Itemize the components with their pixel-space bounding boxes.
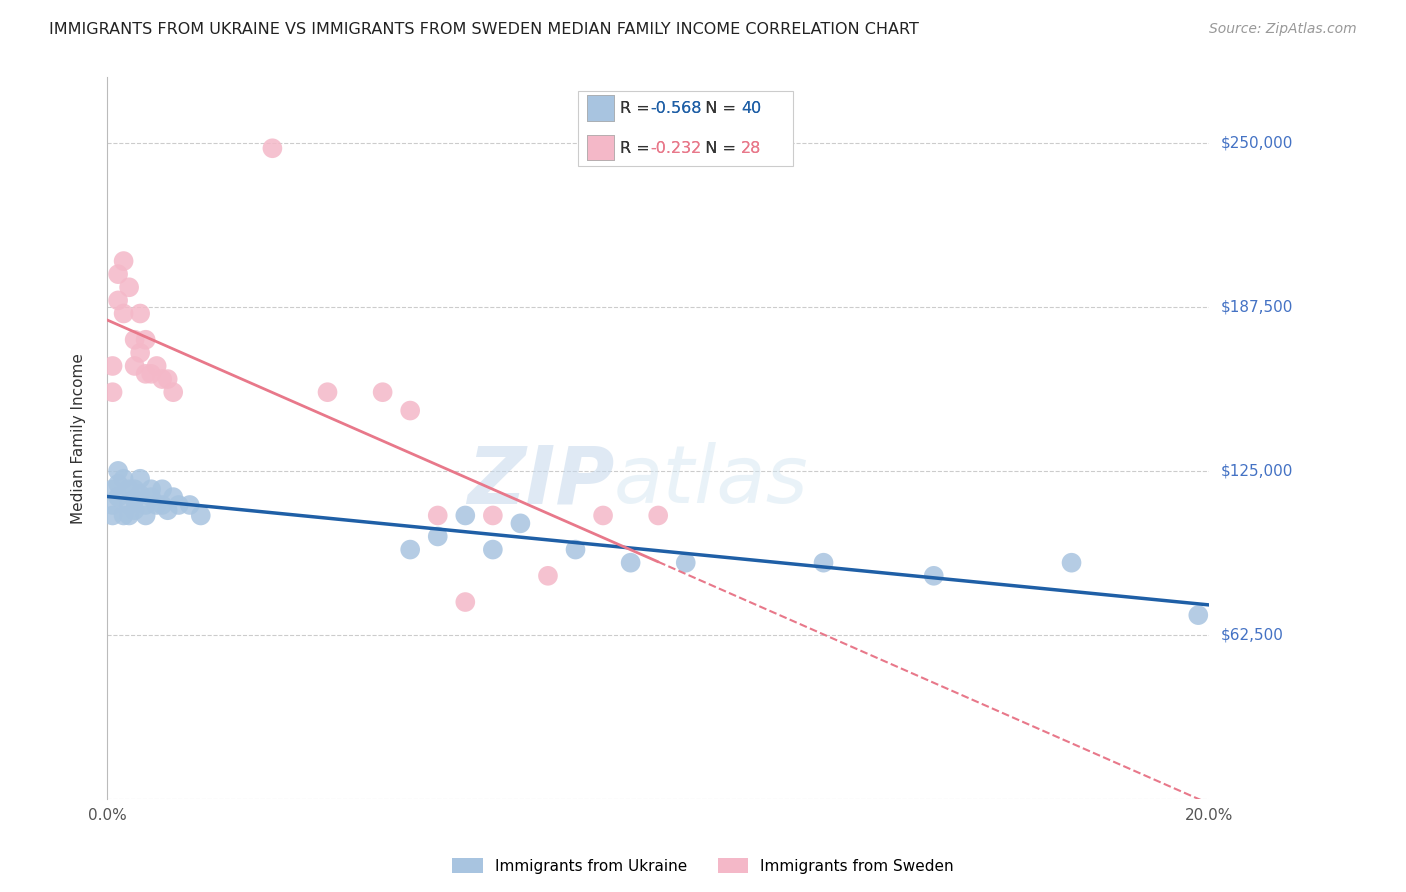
Point [129, 487, 152, 501]
Point [112, 306, 135, 320]
Point [101, 498, 124, 512]
Text: R =: R = [620, 101, 654, 116]
Text: -0.568: -0.568 [651, 101, 702, 116]
Point [118, 280, 141, 294]
Point [1060, 556, 1083, 570]
Point [112, 508, 135, 523]
Point [101, 385, 124, 400]
Point [564, 542, 586, 557]
Point [454, 508, 477, 523]
Text: R =: R = [620, 101, 654, 116]
Point [129, 346, 152, 360]
Point [107, 267, 129, 281]
Point [482, 542, 505, 557]
Point [101, 359, 124, 373]
Point [482, 508, 505, 523]
Text: $62,500: $62,500 [1220, 627, 1284, 642]
Point [107, 293, 129, 308]
Point [145, 359, 167, 373]
Point [124, 482, 146, 496]
Point [101, 482, 124, 496]
Text: IMMIGRANTS FROM UKRAINE VS IMMIGRANTS FROM SWEDEN MEDIAN FAMILY INCOME CORRELATI: IMMIGRANTS FROM UKRAINE VS IMMIGRANTS FR… [49, 22, 920, 37]
FancyBboxPatch shape [586, 95, 614, 120]
Point [150, 498, 173, 512]
Text: Source: ZipAtlas.com: Source: ZipAtlas.com [1209, 22, 1357, 37]
Point [922, 569, 945, 583]
Point [399, 403, 422, 417]
Point [1187, 608, 1209, 623]
Text: atlas: atlas [614, 442, 808, 520]
Point [112, 472, 135, 486]
Text: $250,000: $250,000 [1220, 136, 1292, 151]
Text: R =: R = [620, 141, 654, 155]
Point [620, 556, 643, 570]
Point [118, 482, 141, 496]
Text: N =: N = [695, 141, 741, 155]
Point [537, 569, 560, 583]
Point [107, 464, 129, 478]
Text: $125,000: $125,000 [1220, 463, 1292, 478]
Y-axis label: Median Family Income: Median Family Income [72, 352, 86, 524]
Point [426, 529, 449, 543]
Point [399, 542, 422, 557]
Text: 40: 40 [741, 101, 761, 116]
Point [107, 477, 129, 491]
Point [135, 333, 157, 347]
Point [124, 492, 146, 507]
Point [426, 508, 449, 523]
Point [156, 503, 179, 517]
Point [141, 490, 163, 504]
Text: N =: N = [695, 101, 741, 116]
Point [190, 508, 212, 523]
Point [107, 490, 129, 504]
Legend: Immigrants from Ukraine, Immigrants from Sweden: Immigrants from Ukraine, Immigrants from… [446, 852, 960, 880]
Point [454, 595, 477, 609]
Point [179, 498, 201, 512]
Point [592, 508, 614, 523]
Text: 40: 40 [741, 101, 761, 116]
FancyBboxPatch shape [586, 136, 614, 161]
Text: 28: 28 [741, 141, 761, 155]
Point [141, 482, 163, 496]
Point [162, 385, 184, 400]
Point [129, 472, 152, 486]
Point [124, 503, 146, 517]
Point [647, 508, 669, 523]
Text: N =: N = [695, 141, 741, 155]
Text: 28: 28 [741, 141, 761, 155]
Point [101, 508, 124, 523]
Point [124, 359, 146, 373]
Point [316, 385, 339, 400]
Point [129, 306, 152, 320]
Text: ZIP: ZIP [467, 442, 614, 520]
Text: -0.568: -0.568 [651, 101, 702, 116]
Point [141, 367, 163, 381]
Point [145, 498, 167, 512]
Point [135, 367, 157, 381]
Point [162, 490, 184, 504]
Point [135, 498, 157, 512]
Text: N =: N = [695, 101, 741, 116]
Point [156, 372, 179, 386]
Point [118, 498, 141, 512]
Point [675, 556, 697, 570]
Text: R =: R = [620, 141, 654, 155]
FancyBboxPatch shape [578, 91, 793, 166]
Point [150, 482, 173, 496]
Text: -0.232: -0.232 [651, 141, 702, 155]
Point [509, 516, 531, 531]
Point [124, 333, 146, 347]
Point [371, 385, 394, 400]
Text: -0.232: -0.232 [651, 141, 702, 155]
Text: $187,500: $187,500 [1220, 300, 1292, 315]
Point [262, 141, 284, 155]
Point [150, 372, 173, 386]
Point [813, 556, 835, 570]
FancyBboxPatch shape [586, 136, 614, 161]
Point [135, 508, 157, 523]
Point [167, 498, 190, 512]
Point [112, 254, 135, 268]
Point [118, 508, 141, 523]
FancyBboxPatch shape [586, 95, 614, 120]
